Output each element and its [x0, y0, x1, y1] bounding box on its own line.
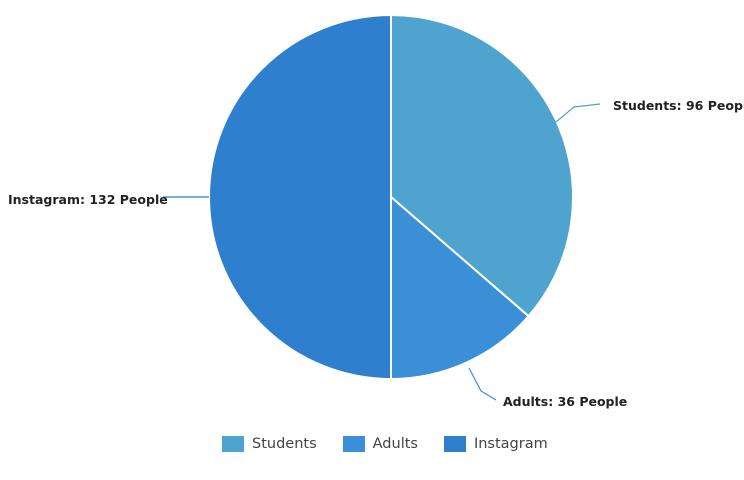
legend-label-adults: Adults — [372, 436, 418, 452]
legend-label-instagram: Instagram — [473, 436, 548, 452]
legend-swatch-adults — [342, 436, 365, 452]
legend-item-adults[interactable]: Adults — [342, 436, 418, 452]
data-label-adults: Adults: 36 People — [503, 394, 627, 409]
data-label-students: Students: 96 People — [613, 98, 744, 113]
data-label-instagram: Instagram: 132 People — [8, 192, 168, 207]
leader-line-students — [555, 103, 601, 123]
legend-item-students[interactable]: Students — [222, 436, 317, 452]
legend-label-students: Students — [252, 436, 317, 452]
leader-line-adults — [468, 367, 497, 401]
pie-slice-instagram[interactable] — [208, 13, 392, 381]
legend-item-instagram[interactable]: Instagram — [443, 436, 548, 452]
pie-slice-adults[interactable] — [390, 194, 530, 381]
legend-swatch-students — [222, 436, 244, 452]
legend-swatch-instagram — [443, 436, 466, 452]
legend: Students Adults Instagram — [222, 436, 548, 452]
